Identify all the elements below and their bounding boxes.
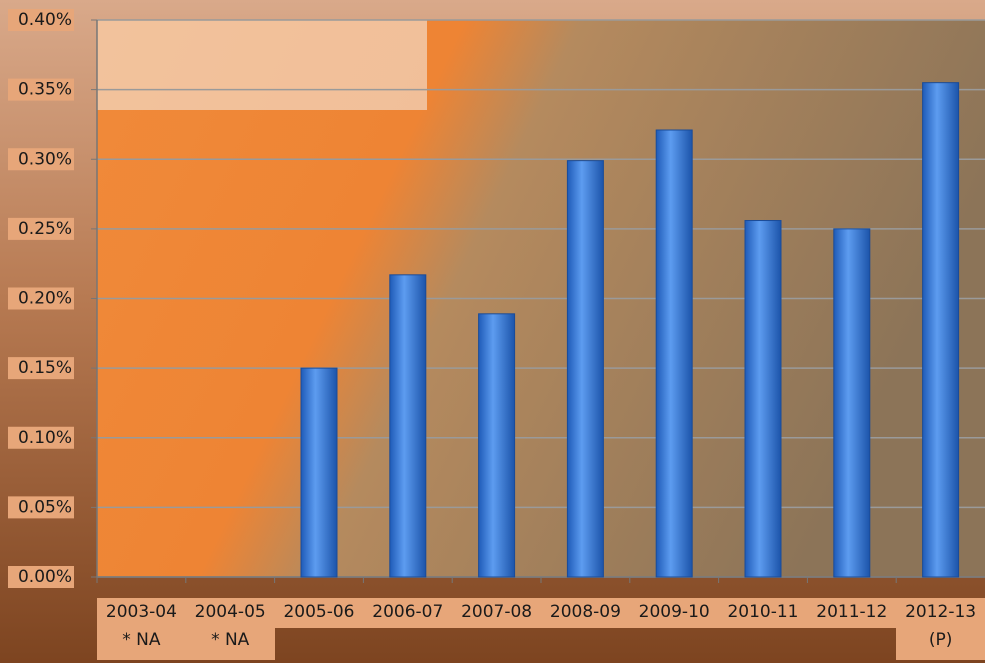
y-tick-label-bg bbox=[8, 566, 74, 588]
x-tick-label: 2006-07 bbox=[363, 598, 453, 628]
y-tick-label-bg bbox=[8, 217, 74, 240]
bar bbox=[566, 160, 604, 578]
bar bbox=[922, 82, 960, 578]
bar bbox=[300, 367, 338, 578]
y-tick-label: 0.35% bbox=[18, 80, 72, 100]
x-tick-label: 2011-12 bbox=[807, 598, 897, 628]
y-tick-label: 0.40% bbox=[18, 10, 72, 30]
y-tick-label: 0.05% bbox=[18, 497, 72, 517]
bar bbox=[478, 313, 516, 578]
y-tick-label: 0.25% bbox=[18, 219, 72, 239]
bar bbox=[655, 129, 693, 578]
y-tick-label: 0.15% bbox=[18, 358, 72, 378]
x-tick-label: 2005-06 bbox=[274, 598, 364, 628]
x-tick-label: 2008-09 bbox=[541, 598, 630, 628]
y-tick-label-bg bbox=[8, 496, 74, 519]
y-tick-label: 0.30% bbox=[18, 149, 72, 169]
x-tick-label: 2010-11 bbox=[718, 598, 808, 628]
y-tick-label-bg bbox=[8, 9, 74, 31]
x-tick-label: 2004-05 * NA bbox=[185, 598, 275, 660]
y-tick-label-bg bbox=[8, 357, 74, 380]
x-tick-label: 2007-08 bbox=[452, 598, 541, 628]
x-tick-label: 2003-04 * NA bbox=[97, 598, 186, 660]
bar bbox=[833, 228, 871, 578]
y-tick-label-bg bbox=[8, 148, 74, 171]
y-tick-label: 0.20% bbox=[18, 289, 72, 309]
y-tick-label-bg bbox=[8, 287, 74, 310]
y-tick-label: 0.10% bbox=[18, 428, 72, 448]
bar bbox=[389, 274, 427, 578]
y-tick-label-bg bbox=[8, 78, 74, 101]
x-tick-label: 2009-10 bbox=[629, 598, 719, 628]
bar bbox=[744, 220, 782, 578]
y-tick-label-bg bbox=[8, 426, 74, 449]
photo-highlight bbox=[97, 20, 427, 110]
x-tick-label: 2012-13 (P) bbox=[896, 598, 985, 660]
y-tick-label: 0.00% bbox=[18, 567, 72, 587]
